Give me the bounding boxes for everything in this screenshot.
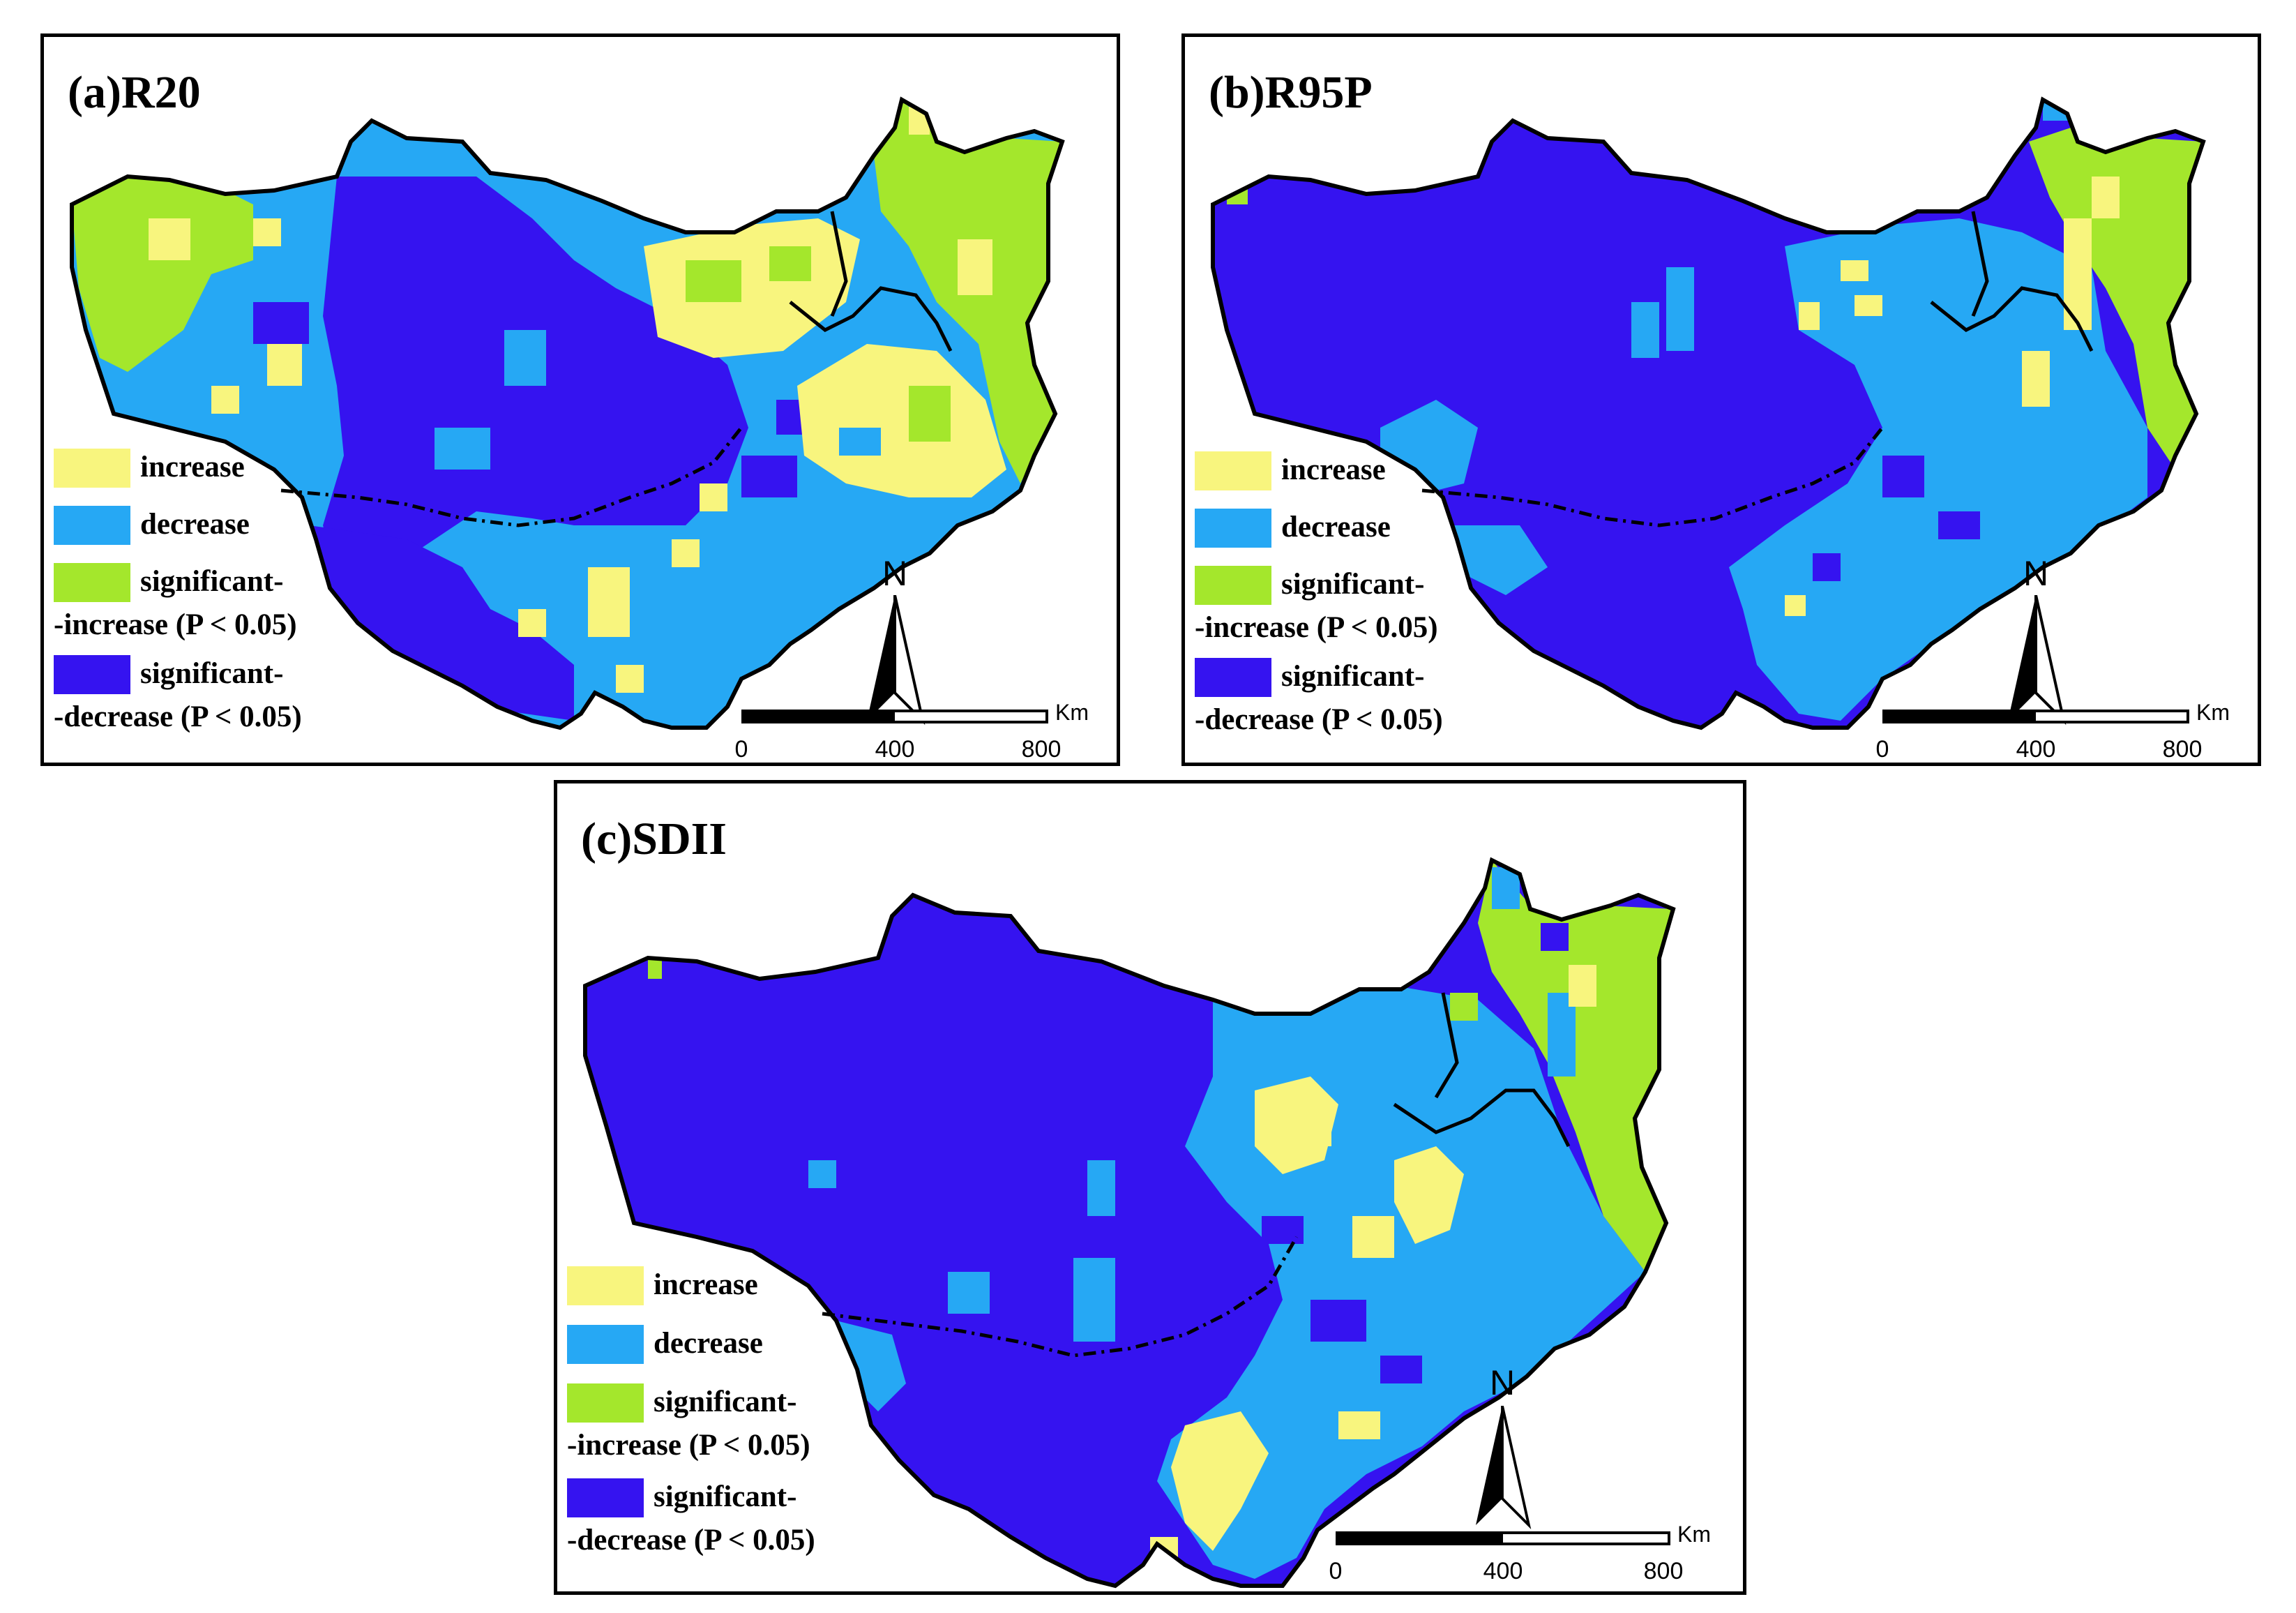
panel-title: (a)R20 <box>68 67 201 118</box>
scale-bar-graphic <box>1882 710 2189 723</box>
legend-label: -decrease (P < 0.05) <box>567 1524 815 1556</box>
scale-bar: 0 400 800 Km <box>1329 1522 1711 1587</box>
north-arrow: N <box>1464 1363 1541 1537</box>
panel-r20: (a)R20 increase decrease significant- -i… <box>40 33 1120 766</box>
scale-tick: 0 <box>734 736 748 763</box>
legend-swatch-increase <box>54 449 130 488</box>
legend-label: significant- <box>654 1480 797 1513</box>
scale-bar-graphic <box>741 710 1048 723</box>
legend-label: -decrease (P < 0.05) <box>1195 703 1443 736</box>
north-arrow-icon <box>2008 595 2067 726</box>
legend-label: -increase (P < 0.05) <box>54 608 297 641</box>
legend-label: significant- <box>1281 568 1425 601</box>
scale-bar-graphic <box>1336 1531 1670 1545</box>
scale-tick: 400 <box>1483 1558 1523 1584</box>
legend-label: decrease <box>1281 511 1391 543</box>
legend-label: decrease <box>654 1327 763 1360</box>
north-label: N <box>2023 554 2049 593</box>
legend-label: -increase (P < 0.05) <box>567 1429 810 1462</box>
legend-swatch-significant-increase <box>567 1383 644 1423</box>
legend-swatch-decrease <box>1195 509 1271 548</box>
north-arrow: N <box>2001 553 2071 726</box>
legend-label: -decrease (P < 0.05) <box>54 700 302 733</box>
scale-bar: 0 400 800 Km <box>1876 700 2230 763</box>
legend-label: -increase (P < 0.05) <box>1195 611 1438 644</box>
legend-label: significant- <box>140 657 284 690</box>
legend-swatch-increase <box>567 1266 644 1305</box>
north-arrow-icon <box>1476 1406 1532 1529</box>
panel-sdii: (c)SDII increase decrease significant- -… <box>554 780 1746 1595</box>
scale-tick: 400 <box>875 736 915 763</box>
raster-r95p <box>1213 100 2203 728</box>
scale-unit: Km <box>1055 700 1089 725</box>
scale-unit: Km <box>1677 1522 1711 1547</box>
map-r20 <box>70 96 1065 730</box>
legend-swatch-significant-decrease <box>1195 658 1271 697</box>
scale-tick: 800 <box>1643 1558 1684 1584</box>
north-label: N <box>882 554 908 593</box>
scale-bar: 0 400 800 Km <box>735 700 1089 763</box>
raster-sdii <box>585 860 1673 1586</box>
legend-swatch-increase <box>1195 451 1271 490</box>
legend-swatch-significant-increase <box>1195 566 1271 605</box>
legend-label: increase <box>140 451 245 483</box>
legend-label: decrease <box>140 508 250 541</box>
scale-tick: 0 <box>1329 1558 1343 1584</box>
scale-tick: 800 <box>1021 736 1062 763</box>
legend-label: increase <box>654 1268 758 1301</box>
scale-tick: 400 <box>2016 736 2056 763</box>
legend-label: significant- <box>140 565 284 598</box>
panel-title: (b)R95P <box>1209 67 1373 118</box>
legend-swatch-decrease <box>567 1325 644 1364</box>
panel-title: (c)SDII <box>581 813 727 864</box>
legend-swatch-significant-increase <box>54 563 130 602</box>
legend-label: significant- <box>1281 660 1425 693</box>
map-r95p <box>1211 96 2206 730</box>
panel-r95p: (b)R95P increase decrease significant- -… <box>1181 33 2261 766</box>
scale-tick: 0 <box>1875 736 1889 763</box>
north-arrow: N <box>860 553 930 726</box>
legend-swatch-significant-decrease <box>54 655 130 694</box>
north-arrow-icon <box>867 595 926 726</box>
legend-swatch-decrease <box>54 506 130 545</box>
legend-swatch-significant-decrease <box>567 1478 644 1517</box>
legend-label: increase <box>1281 453 1386 486</box>
scale-tick: 800 <box>2162 736 2203 763</box>
map-sdii <box>583 857 1676 1589</box>
north-label: N <box>1489 1363 1516 1402</box>
legend-label: significant- <box>654 1386 797 1418</box>
scale-unit: Km <box>2196 700 2230 725</box>
